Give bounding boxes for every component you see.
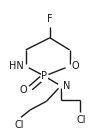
Text: Cl: Cl [15,120,24,130]
Text: F: F [47,14,53,24]
Text: O: O [72,61,79,71]
Text: HN: HN [9,61,24,71]
Text: N: N [63,81,70,91]
Text: Cl: Cl [77,115,86,125]
Text: P: P [41,71,47,81]
Text: O: O [19,85,27,95]
